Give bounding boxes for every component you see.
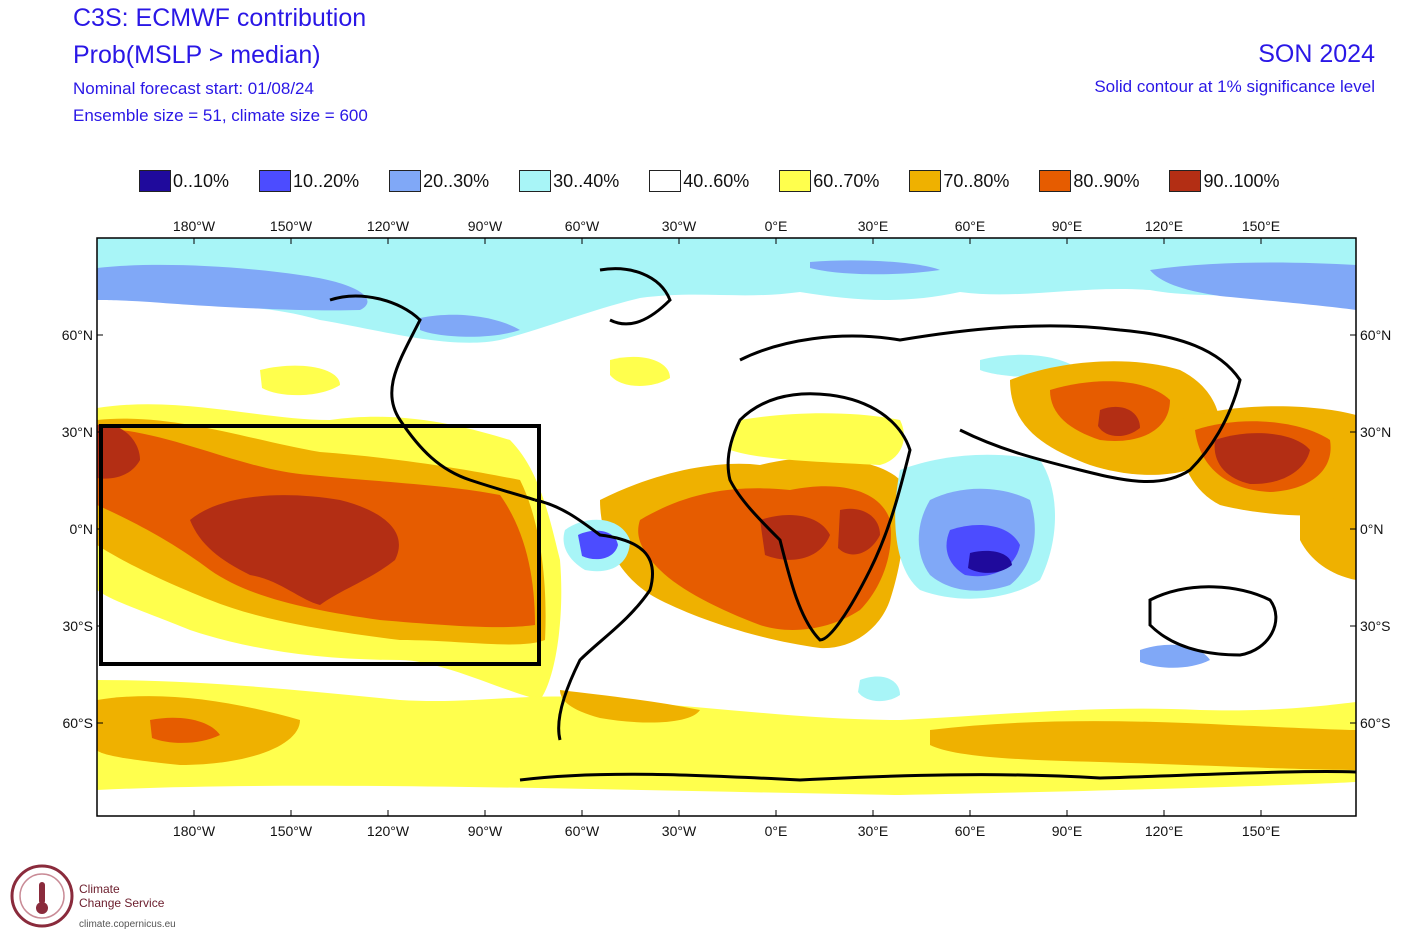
lon-label: 30°W: [662, 218, 697, 234]
coastlines: [329, 267, 1356, 782]
legend-swatch: [259, 170, 292, 192]
legend-item: 70..80%: [909, 170, 1009, 192]
season-label: SON 2024: [1258, 40, 1375, 68]
logo-line-2: Change Service: [79, 896, 165, 910]
legend-swatch: [779, 170, 812, 192]
legend-item: 40..60%: [649, 170, 749, 192]
lon-label: 120°E: [1145, 218, 1183, 234]
forecast-start: Nominal forecast start: 01/08/24: [73, 79, 314, 98]
legend-label: 40..60%: [683, 170, 750, 191]
lat-label-left: 30°S: [62, 618, 93, 634]
legend-swatch: [139, 170, 171, 192]
legend-label: 70..80%: [943, 170, 1010, 191]
chart-title: C3S: ECMWF contribution: [73, 4, 367, 32]
lon-label: 30°E: [858, 218, 889, 234]
lat-label-right: 0°N: [1360, 521, 1384, 537]
lon-label: 180°W: [173, 823, 216, 839]
legend-swatch: [519, 170, 552, 192]
lon-label: 120°E: [1145, 823, 1183, 839]
legend-swatch: [1039, 170, 1072, 192]
legend-swatch: [649, 170, 682, 192]
legend-label: 80..90%: [1073, 170, 1140, 191]
legend-label: 20..30%: [423, 170, 490, 191]
legend-item: 0..10%: [139, 170, 229, 192]
legend-item: 60..70%: [779, 170, 879, 192]
region-box: [99, 424, 541, 666]
lon-label: 60°E: [955, 823, 986, 839]
lat-label-left: 30°N: [62, 424, 93, 440]
lon-label: 120°W: [367, 823, 410, 839]
legend-label: 90..100%: [1203, 170, 1280, 191]
significance-note: Solid contour at 1% significance level: [1094, 77, 1375, 96]
lat-label-right: 30°N: [1360, 424, 1391, 440]
lon-label: 30°E: [858, 823, 889, 839]
lon-label: 30°W: [662, 823, 697, 839]
lon-label: 90°W: [468, 218, 503, 234]
legend-swatch: [1169, 170, 1202, 192]
lon-label: 150°E: [1242, 823, 1280, 839]
lat-label-right: 60°N: [1360, 327, 1391, 343]
legend-label: 30..40%: [553, 170, 620, 191]
lon-label: 90°W: [468, 823, 503, 839]
lon-label: 180°W: [173, 218, 216, 234]
legend-item: 30..40%: [519, 170, 619, 192]
axis-ticks: [97, 238, 1356, 816]
axis-labels: 180°W 180°W 150°W 150°W 120°W 120°W 90°W 90°W 60…: [62, 218, 1392, 839]
legend-item: 90..100%: [1169, 170, 1280, 192]
legend-item: 10..20%: [259, 170, 359, 192]
lat-label-right: 60°S: [1360, 715, 1391, 731]
lon-label: 60°W: [565, 218, 600, 234]
lat-label-left: 60°S: [62, 715, 93, 731]
legend: 0..10% 10..20% 20..30% 30..40% 40..60% 60..70…: [139, 169, 1280, 193]
lon-label: 60°W: [565, 823, 600, 839]
ensemble-info: Ensemble size = 51, climate size = 600: [73, 106, 368, 125]
lon-label: 120°W: [367, 218, 410, 234]
lon-label: 60°E: [955, 218, 986, 234]
copernicus-logo: [10, 864, 74, 928]
lon-label: 0°E: [765, 823, 788, 839]
lat-label-right: 30°S: [1360, 618, 1391, 634]
lon-label: 150°E: [1242, 218, 1280, 234]
legend-label: 0..10%: [173, 170, 230, 191]
legend-label: 60..70%: [813, 170, 880, 191]
chart-variable: Prob(MSLP > median): [73, 41, 321, 69]
legend-label: 10..20%: [293, 170, 360, 191]
legend-swatch: [389, 170, 422, 192]
lon-label: 150°W: [270, 218, 313, 234]
lon-label: 90°E: [1052, 218, 1083, 234]
legend-item: 80..90%: [1039, 170, 1139, 192]
logo-url: climate.copernicus.eu: [79, 919, 176, 930]
legend-item: 20..30%: [389, 170, 489, 192]
lon-label: 150°W: [270, 823, 313, 839]
map-field: [97, 238, 1356, 816]
lat-label-left: 0°N: [70, 521, 94, 537]
legend-swatch: [909, 170, 942, 192]
logo-line-1: Climate: [79, 882, 120, 896]
lat-label-left: 60°N: [62, 327, 93, 343]
lon-label: 90°E: [1052, 823, 1083, 839]
map-frame: [96, 237, 1357, 817]
lon-label: 0°E: [765, 218, 788, 234]
